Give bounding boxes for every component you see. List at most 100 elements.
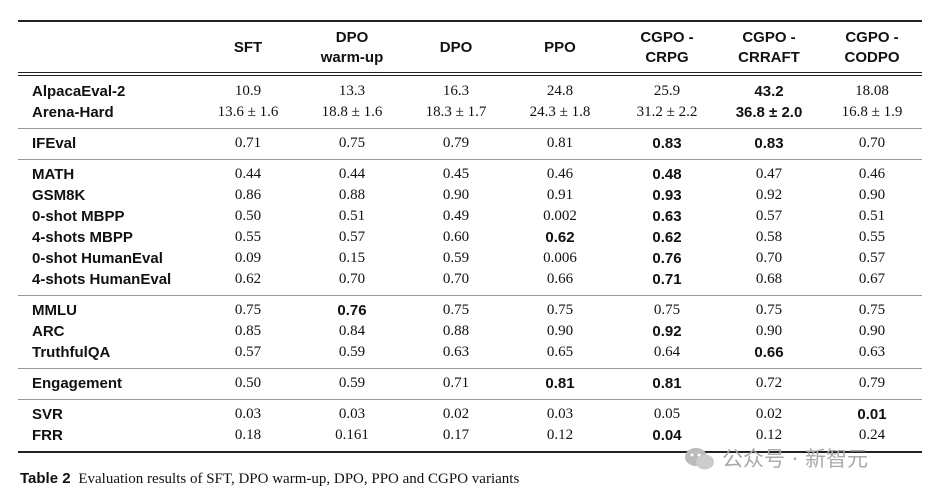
row-label: MATH (32, 166, 75, 183)
row-label: GSM8K (32, 187, 86, 204)
cell: 0.68 (755, 271, 783, 287)
cell: 24.8 (546, 83, 574, 99)
cell: 0.50 (234, 375, 262, 391)
cell: 0.44 (234, 166, 262, 182)
cell: 0.006 (543, 250, 577, 266)
cell: 0.03 (234, 406, 262, 422)
row-label: MMLU (32, 302, 77, 319)
cell: 0.57 (858, 250, 886, 266)
cell: 0.88 (338, 187, 366, 203)
column-header: DPO (335, 29, 369, 46)
cell: 0.92 (755, 187, 783, 203)
column-header: CRRAFT (738, 49, 800, 66)
cell: 0.90 (442, 187, 470, 203)
cell: 0.62 (234, 271, 262, 287)
cell: 0.60 (442, 229, 470, 245)
cell: 0.15 (338, 250, 366, 266)
watermark: 公众号 · 新智元 (722, 447, 869, 471)
cell: 0.75 (858, 302, 886, 318)
column-header: CGPO - (845, 29, 899, 46)
column-header: CODPO (844, 49, 900, 66)
row-label: FRR (32, 427, 63, 444)
cell: 16.3 (442, 83, 470, 99)
cell: 0.02 (442, 406, 470, 422)
cell: 0.76 (337, 302, 367, 319)
cell: 18.8 ± 1.6 (321, 104, 383, 120)
cell: 0.24 (858, 427, 886, 443)
rule (18, 399, 922, 400)
column-header: CGPO - (742, 29, 796, 46)
column-header: SFT (233, 39, 263, 56)
cell: 0.90 (755, 323, 783, 339)
cell: 0.59 (442, 250, 470, 266)
cell: 0.12 (546, 427, 574, 443)
row-label: 4-shots MBPP (32, 229, 133, 246)
column-header: CGPO - (640, 29, 694, 46)
cell: 0.83 (652, 135, 682, 152)
column-header: warm-up (320, 49, 384, 66)
cell: 0.90 (858, 323, 886, 339)
cell: 0.63 (442, 344, 470, 360)
cell: 0.70 (338, 271, 366, 287)
cell: 0.161 (335, 427, 369, 443)
cell: 36.8 ± 2.0 (735, 104, 803, 121)
cell: 0.70 (442, 271, 470, 287)
cell: 0.71 (652, 271, 682, 288)
cell: 0.62 (652, 229, 682, 246)
cell: 0.46 (858, 166, 886, 182)
cell: 18.3 ± 1.7 (425, 104, 487, 120)
cell: 0.48 (652, 166, 682, 183)
cell: 0.70 (858, 135, 886, 151)
cell: 0.65 (546, 344, 574, 360)
rule (18, 128, 922, 129)
caption-text: Evaluation results of SFT, DPO warm-up, … (78, 471, 520, 487)
cell: 0.90 (546, 323, 574, 339)
cell: 0.75 (653, 302, 681, 318)
cell: 43.2 (754, 83, 784, 100)
column-header: PPO (544, 39, 576, 56)
cell: 0.12 (755, 427, 783, 443)
cell: 0.90 (858, 187, 886, 203)
cell: 13.3 (338, 83, 366, 99)
cell: 0.85 (234, 323, 262, 339)
cell: 0.17 (442, 427, 470, 443)
cell: 0.58 (755, 229, 783, 245)
cell: 10.9 (234, 83, 262, 99)
cell: 0.55 (858, 229, 886, 245)
cell: 0.75 (338, 135, 366, 151)
cell: 0.81 (652, 375, 682, 392)
cell: 0.45 (442, 166, 470, 182)
cell: 0.18 (234, 427, 262, 443)
cell: 0.64 (653, 344, 681, 360)
cell: 24.3 ± 1.8 (529, 104, 591, 120)
cell: 0.55 (234, 229, 262, 245)
cell: 0.75 (546, 302, 574, 318)
watermark-icon (685, 448, 714, 470)
cell: 0.57 (338, 229, 366, 245)
rule (18, 159, 922, 160)
cell: 0.67 (858, 271, 886, 287)
cell: 0.76 (652, 250, 682, 267)
cell: 0.71 (234, 135, 262, 151)
rule (18, 295, 922, 296)
cell: 16.8 ± 1.9 (841, 104, 903, 120)
cell: 0.03 (338, 406, 366, 422)
cell: 0.47 (755, 166, 783, 182)
cell: 0.02 (755, 406, 783, 422)
column-header: DPO (439, 39, 473, 56)
cell: 0.75 (234, 302, 262, 318)
cell: 0.71 (442, 375, 470, 391)
cell: 0.63 (652, 208, 682, 225)
cell: 0.75 (442, 302, 470, 318)
row-label: 0-shot MBPP (32, 208, 125, 225)
rule (18, 20, 922, 22)
cell: 0.72 (755, 375, 783, 391)
row-label: 4-shots HumanEval (32, 271, 172, 288)
cell: 0.86 (234, 187, 262, 203)
rule (18, 72, 922, 73)
cell: 0.62 (545, 229, 575, 246)
cell: 0.93 (652, 187, 682, 204)
cell: 0.03 (546, 406, 574, 422)
cell: 18.08 (855, 83, 889, 99)
cell: 0.79 (442, 135, 470, 151)
